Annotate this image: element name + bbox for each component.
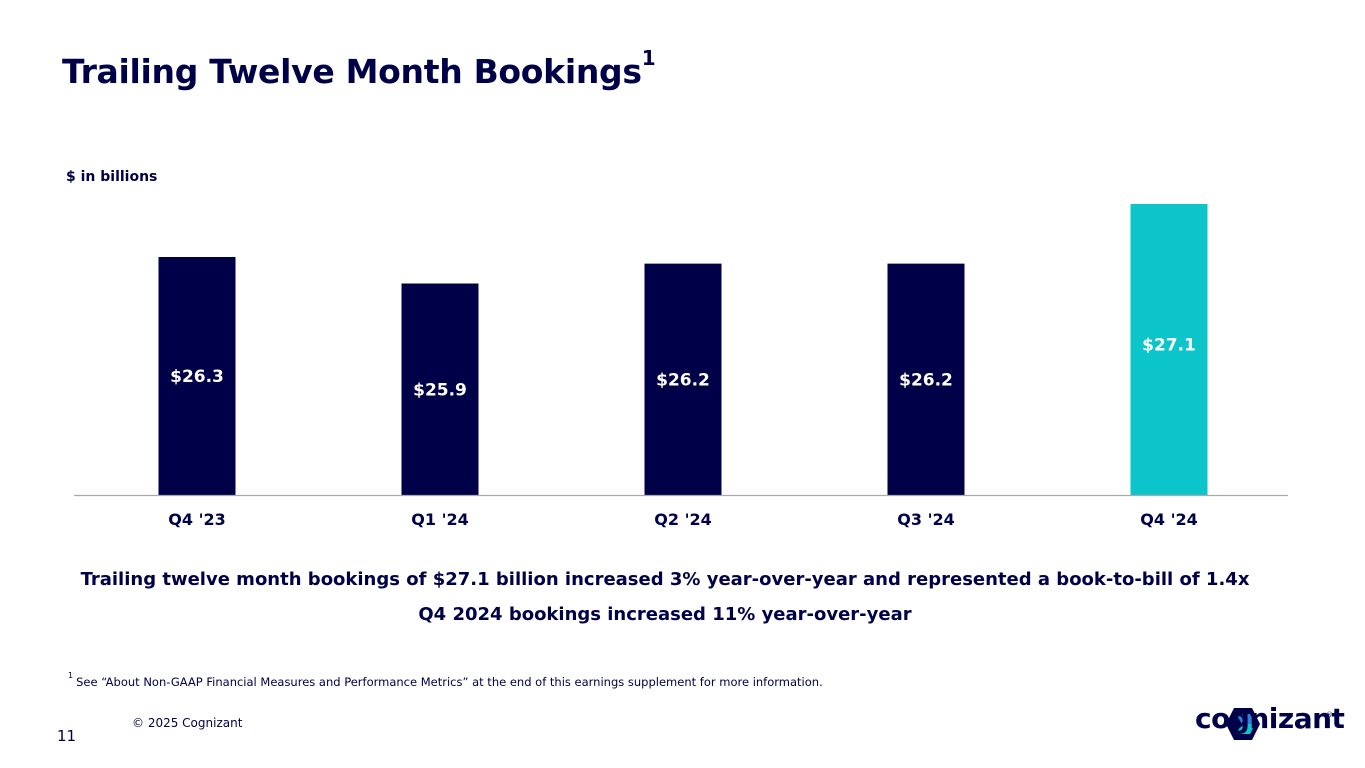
bar-value-label-1: $25.9 [413, 380, 467, 400]
x-tick-label-4: Q4 '24 [1140, 510, 1197, 529]
title-footnote-marker: 1 [641, 46, 656, 70]
bar-value-label-2: $26.2 [656, 370, 710, 390]
bar-value-label-3: $26.2 [899, 370, 953, 390]
footnote-text: See “About Non-GAAP Financial Measures a… [76, 674, 823, 689]
copyright: © 2025 Cognizant [132, 716, 243, 730]
x-tick-label-3: Q3 '24 [897, 510, 954, 529]
bar-2 [644, 263, 722, 495]
footnote-marker: 1 [68, 671, 74, 680]
bar-1 [401, 283, 479, 495]
footnote: 1 See “About Non-GAAP Financial Measures … [68, 671, 823, 689]
logo-registered-mark: ® [1326, 711, 1333, 719]
bar-4 [1130, 204, 1208, 495]
page-title-text: Trailing Twelve Month Bookings [62, 52, 642, 91]
unit-label: $ in billions [66, 169, 158, 185]
bar-value-label-4: $27.1 [1142, 336, 1196, 356]
bar-0 [158, 257, 236, 495]
summary-line-1: Trailing twelve month bookings of $27.1 … [80, 569, 1250, 590]
page-number: 11 [57, 727, 77, 745]
summary-line-2: Q4 2024 bookings increased 11% year-over… [418, 604, 912, 625]
logo-wordmark: cognizant [1195, 702, 1345, 735]
x-tick-label-1: Q1 '24 [411, 510, 468, 529]
bookings-bar-chart: $26.3 Q4 '23 $25.9 Q1 '24 $26.2 Q2 '24 $26.2 Q3… [74, 204, 1288, 529]
cognizant-logo-icon [1226, 708, 1260, 740]
page-title: Trailing Twelve Month Bookings1 [62, 46, 656, 91]
bar-value-label-0: $26.3 [170, 367, 224, 387]
bar-3 [887, 263, 965, 495]
x-tick-label-0: Q4 '23 [168, 510, 225, 529]
x-tick-label-2: Q2 '24 [654, 510, 711, 529]
